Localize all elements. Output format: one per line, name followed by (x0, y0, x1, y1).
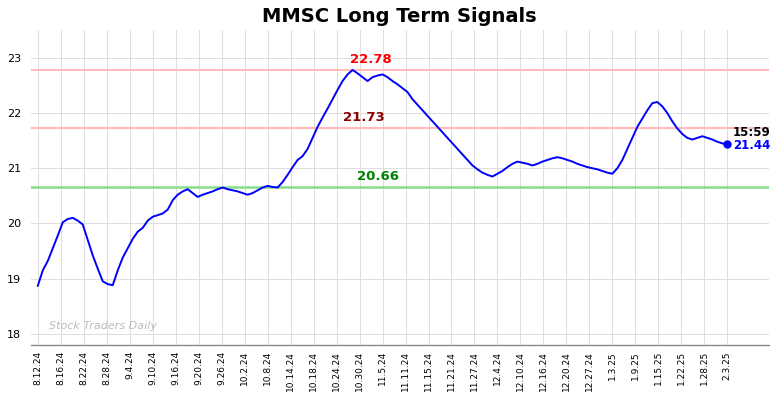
Text: 21.44: 21.44 (733, 139, 771, 152)
Text: Stock Traders Daily: Stock Traders Daily (49, 321, 158, 331)
Text: 15:59: 15:59 (733, 127, 771, 139)
Text: 20.66: 20.66 (357, 170, 399, 183)
Text: 22.78: 22.78 (350, 53, 392, 66)
Text: 21.73: 21.73 (343, 111, 385, 123)
Title: MMSC Long Term Signals: MMSC Long Term Signals (263, 7, 537, 26)
